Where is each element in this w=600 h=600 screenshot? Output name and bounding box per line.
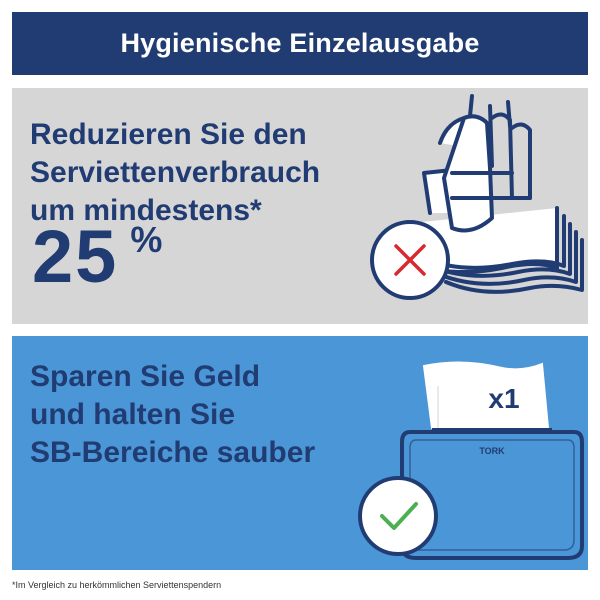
header-title: Hygienische Einzelausgabe — [120, 28, 480, 58]
dispenser-icon: x1 TORK — [358, 361, 584, 560]
check-circle-icon — [358, 476, 438, 556]
save-line-1: Sparen Sie Geld — [30, 360, 261, 393]
napkin-label: x1 — [488, 383, 519, 414]
save-line-2: und halten Sie — [30, 398, 236, 431]
save-line-3: SB-Bereiche sauber — [30, 436, 316, 469]
save-money-text: Sparen Sie Geld und halten Sie SB-Bereic… — [30, 358, 315, 472]
save-money-panel: Sparen Sie Geld und halten Sie SB-Bereic… — [12, 336, 588, 570]
reduce-line-2: Serviettenverbrauch — [30, 156, 321, 189]
reduce-line-1: Reduzieren Sie den — [30, 118, 307, 151]
footnote: *Im Vergleich zu herkömmlichen Serviette… — [12, 580, 222, 590]
reduce-consumption-text: Reduzieren Sie den Serviettenverbrauch u… — [30, 116, 320, 230]
reduction-unit: % — [130, 219, 163, 260]
reduction-number: 25 — [32, 215, 119, 298]
header-banner: Hygienische Einzelausgabe — [12, 12, 588, 75]
cross-circle-icon — [370, 220, 450, 300]
dispenser-brand: TORK — [479, 446, 505, 456]
reduce-consumption-panel: Reduzieren Sie den Serviettenverbrauch u… — [12, 88, 588, 324]
hand-grabbing-napkins-icon — [370, 94, 584, 300]
reduce-line-3: um mindestens* — [30, 194, 262, 227]
reduction-figure: 25% — [32, 219, 163, 294]
